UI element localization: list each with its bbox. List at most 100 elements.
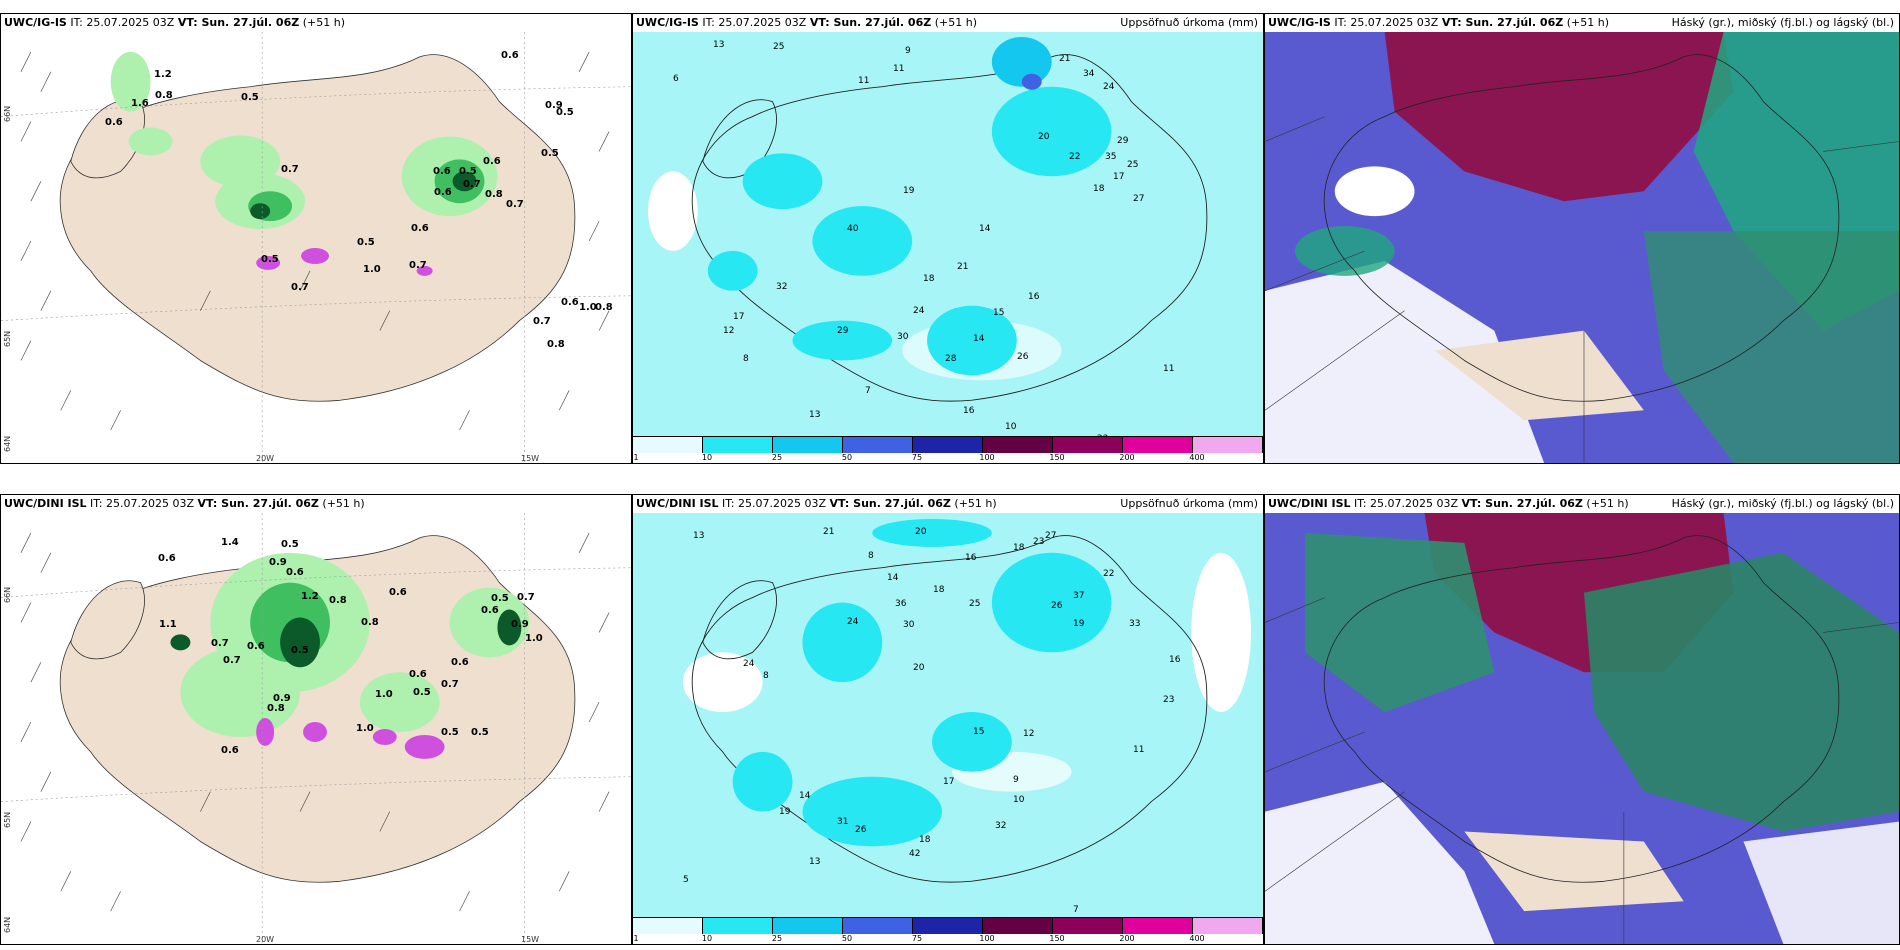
precip-label: 32: [776, 282, 788, 292]
cloud-title: Háský (gr.), miðský (fj.bl.) og lágský (…: [1671, 497, 1894, 510]
wind-label: 1.2: [154, 69, 172, 80]
colorbar-segment: [633, 918, 703, 934]
precip-label: 25: [773, 42, 785, 52]
precip-label: 26: [1017, 352, 1029, 362]
valid-time: VT: Sun. 27.júl. 06Z: [197, 497, 319, 510]
precip-label: 27: [1045, 531, 1057, 541]
wind-precip-panel-bottom: UWC/DINI ISL IT: 25.07.2025 03Z VT: Sun.…: [0, 494, 632, 945]
precip-label: 18: [1093, 184, 1105, 194]
colorbar-segment: [1123, 437, 1193, 453]
precip-label: 24: [913, 306, 925, 316]
init-time: IT: 25.07.2025 03Z: [70, 16, 175, 29]
precip-label: 24: [847, 617, 859, 627]
colorbar-segment: [983, 437, 1053, 453]
wind-label: 0.6: [409, 669, 427, 680]
precip-label: 29: [837, 326, 849, 336]
lead-time: (+51 h): [954, 497, 997, 510]
precip-map-svg: [633, 513, 1263, 918]
wind-label: 0.5: [291, 645, 309, 656]
colorbar-tick: 50: [841, 453, 853, 462]
wind-map-svg: [1, 32, 631, 463]
wind-label: 0.6: [434, 187, 452, 198]
precip-map-svg: [633, 32, 1263, 437]
wind-label: 0.8: [267, 703, 285, 714]
map-area: [633, 513, 1263, 918]
precip-label: 40: [847, 224, 859, 234]
precip-label: 14: [973, 334, 985, 344]
wind-precip-panel-top: UWC/IG-IS IT: 25.07.2025 03Z VT: Sun. 27…: [0, 13, 632, 464]
wind-label: 0.6: [451, 657, 469, 668]
panel-header: UWC/DINI ISL IT: 25.07.2025 03Z VT: Sun.…: [1265, 495, 1899, 513]
lat-label: 65N: [3, 330, 12, 347]
precip-label: 22: [1069, 152, 1081, 162]
precip-label: 24: [743, 659, 755, 669]
map-area: [1265, 513, 1899, 944]
wind-label: 0.5: [471, 727, 489, 738]
colorbar-tick: 25: [771, 453, 783, 462]
wind-label: 0.8: [361, 617, 379, 628]
wind-label: 0.5: [459, 166, 477, 177]
wind-label: 0.5: [413, 687, 431, 698]
precip-panel-bottom: UWC/DINI ISL IT: 25.07.2025 03Z VT: Sun.…: [632, 494, 1264, 945]
wind-label: 0.7: [223, 655, 241, 666]
wind-label: 1.4: [221, 537, 239, 548]
precip-label: 27: [1133, 194, 1145, 204]
precip-label: 42: [909, 849, 921, 859]
colorbar-tick: 10: [701, 453, 713, 462]
wind-label: 0.7: [281, 164, 299, 175]
colorbar-tick: 100: [979, 934, 995, 943]
precip-label: 13: [809, 410, 821, 420]
valid-time: VT: Sun. 27.júl. 06Z: [829, 497, 951, 510]
wind-label: 0.6: [483, 156, 501, 167]
wind-label: 0.7: [211, 638, 229, 649]
init-time: IT: 25.07.2025 03Z: [722, 497, 827, 510]
wind-label: 1.0: [375, 689, 393, 700]
wind-label: 0.5: [556, 107, 574, 118]
wind-label: 1.0: [356, 723, 374, 734]
colorbar-segment: [1193, 918, 1263, 934]
model-name: UWC/DINI ISL: [4, 497, 87, 510]
precip-label: 11: [1133, 745, 1145, 755]
wind-label: 0.7: [463, 179, 481, 190]
precip-label: 17: [943, 777, 955, 787]
lead-time: (+51 h): [302, 16, 345, 29]
colorbar-tick: 1: [633, 934, 639, 943]
precip-label: 14: [979, 224, 991, 234]
precip-label: 21: [957, 262, 969, 272]
wind-label: 0.6: [105, 117, 123, 128]
colorbar-tick: 75: [911, 453, 923, 462]
precip-label: 28: [945, 354, 957, 364]
wind-label: 0.6: [501, 50, 519, 61]
precip-label: 18: [933, 585, 945, 595]
precip-label: 23: [1033, 537, 1045, 547]
lead-time: (+51 h): [1566, 16, 1609, 29]
precip-label: 9: [1013, 775, 1019, 785]
wind-map-svg: [1, 513, 631, 944]
lon-label: 20W: [256, 935, 275, 944]
lead-time: (+51 h): [934, 16, 977, 29]
init-time: IT: 25.07.2025 03Z: [90, 497, 195, 510]
precip-label: 5: [683, 875, 689, 885]
wind-label: 0.6: [561, 297, 579, 308]
precip-label: 12: [723, 326, 735, 336]
model-name: UWC/IG-IS: [1268, 16, 1331, 29]
precip-label: 31: [837, 817, 849, 827]
precip-label: 18: [1013, 543, 1025, 553]
precip-label: 14: [887, 573, 899, 583]
cloud-panel-top: UWC/IG-IS IT: 25.07.2025 03Z VT: Sun. 27…: [1264, 13, 1900, 464]
wind-label: 0.5: [241, 92, 259, 103]
precip-label: 13: [713, 40, 725, 50]
precip-label: 24: [1103, 82, 1115, 92]
colorbar-tick: 1: [633, 453, 639, 462]
init-time: IT: 25.07.2025 03Z: [702, 16, 807, 29]
valid-time: VT: Sun. 27.júl. 06Z: [1441, 16, 1564, 29]
panel-header: UWC/IG-IS IT: 25.07.2025 03Z VT: Sun. 27…: [633, 14, 1263, 32]
colorbar-segment: [633, 437, 703, 453]
lat-label: 66N: [3, 586, 12, 603]
colorbar-segment: [773, 437, 843, 453]
colorbar-segment: [703, 918, 773, 934]
precip-label: 16: [963, 406, 975, 416]
panel-header: UWC/DINI ISL IT: 25.07.2025 03Z VT: Sun.…: [633, 495, 1263, 513]
precip-label: 6: [673, 74, 679, 84]
valid-time: VT: Sun. 27.júl. 06Z: [809, 16, 932, 29]
